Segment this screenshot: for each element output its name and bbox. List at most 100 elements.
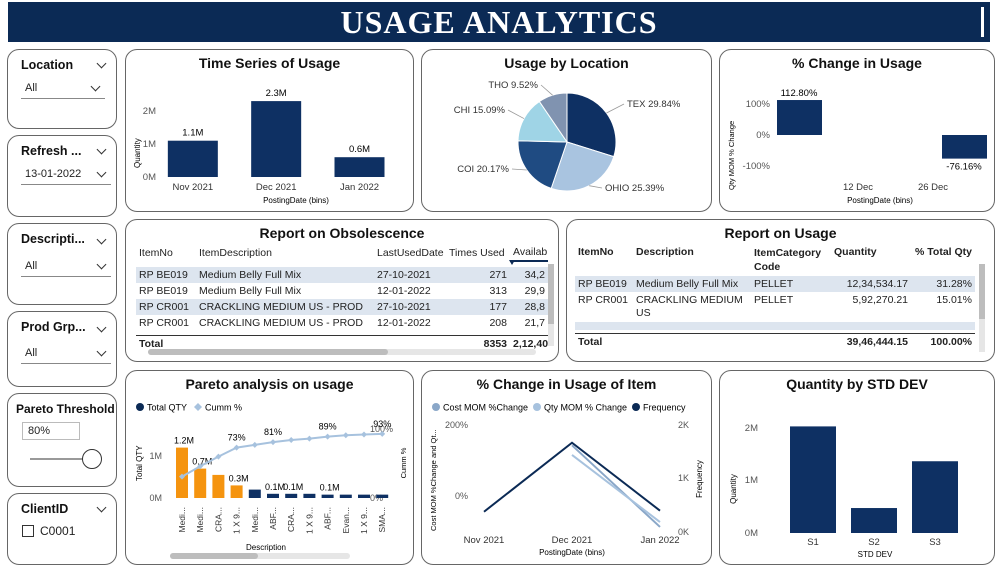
legend-swatch-cumm-pct bbox=[194, 403, 202, 411]
table-row[interactable]: RP CR001 CRACKLING MEDIUM US PELLET 5,92… bbox=[575, 292, 975, 322]
y-tick: -100% bbox=[743, 161, 771, 172]
collapse-chevron-icon[interactable] bbox=[96, 322, 107, 333]
collapse-chevron-icon[interactable] bbox=[96, 502, 107, 513]
cell: 34,2 bbox=[510, 267, 548, 283]
slice-label: THO 9.52% bbox=[488, 80, 538, 91]
slice-label: COI 20.17% bbox=[457, 164, 509, 175]
table-row-partial bbox=[575, 322, 975, 330]
prod-grp-slicer: Prod Grp... All bbox=[7, 311, 117, 387]
x-tick: 1 X 9... bbox=[232, 507, 242, 534]
prod-grp-dropdown[interactable]: All bbox=[21, 345, 111, 364]
cell: 8353 bbox=[446, 334, 510, 352]
cell: 12-01-2022 bbox=[377, 285, 431, 297]
location-pie-chart: TEX 29.84% OHIO 25.39% COI 20.17% CHI 15.09… bbox=[454, 80, 681, 194]
cell: 27-10-2021 bbox=[374, 299, 446, 315]
column-header[interactable]: ItemNo bbox=[578, 246, 614, 258]
legend-swatch-total-qty bbox=[136, 403, 144, 411]
column-header[interactable]: Quantity bbox=[834, 246, 877, 258]
vertical-scrollbar[interactable] bbox=[979, 264, 985, 352]
cell: 27-10-2021 bbox=[374, 267, 446, 283]
table-row[interactable]: RP BE019 Medium Belly Full Mix 27-10-202… bbox=[136, 267, 548, 283]
x-tick: Dec 2021 bbox=[256, 182, 297, 193]
collapse-chevron-icon[interactable] bbox=[96, 144, 107, 155]
cell: 5,92,270.21 bbox=[852, 294, 908, 306]
cumm-point bbox=[197, 463, 204, 470]
legend-frequency[interactable]: Frequency bbox=[643, 403, 686, 413]
x-tick: ABF... bbox=[323, 507, 333, 530]
horizontal-scrollbar[interactable] bbox=[148, 349, 536, 355]
column-header[interactable]: ItemNo bbox=[139, 246, 173, 259]
cell: 31.28% bbox=[911, 276, 975, 292]
x-tick: SMA... bbox=[377, 507, 387, 533]
pareto-slider-track[interactable] bbox=[30, 458, 92, 460]
column-header[interactable]: LastUsedDate bbox=[377, 246, 444, 259]
description-dropdown[interactable]: All bbox=[21, 258, 111, 277]
column-header[interactable]: ItemCategory Code bbox=[754, 247, 822, 273]
x-tick: CRA... bbox=[213, 507, 223, 532]
y-tick: 0M bbox=[149, 493, 162, 503]
x-axis-label: PostingDate (bins) bbox=[539, 548, 605, 557]
table-row[interactable]: RP CR001 CRACKLING MEDIUM US - PROD 27-1… bbox=[136, 299, 548, 315]
usage-report-card: Report on Usage ItemNo Description ItemC… bbox=[566, 219, 995, 362]
cumm-point bbox=[233, 444, 240, 451]
horizontal-scrollbar[interactable] bbox=[170, 553, 350, 559]
location-dropdown[interactable]: All bbox=[21, 80, 105, 99]
usage-report-table: ItemNo Description ItemCategory Code Qua… bbox=[575, 244, 975, 330]
cell: RP BE019 bbox=[136, 267, 196, 283]
legend-qty[interactable]: Qty MOM % Change bbox=[544, 403, 627, 413]
bar bbox=[851, 508, 897, 533]
column-header[interactable]: Description bbox=[636, 246, 694, 258]
prod-grp-slicer-title: Prod Grp... bbox=[21, 320, 86, 334]
description-slicer: Descripti... All bbox=[7, 223, 117, 305]
bar bbox=[358, 494, 370, 498]
sort-desc-icon[interactable] bbox=[509, 260, 515, 265]
bar bbox=[194, 468, 207, 498]
collapse-chevron-icon[interactable] bbox=[96, 234, 107, 245]
x-tick: 12 Dec bbox=[843, 182, 873, 193]
cumm-point bbox=[361, 431, 367, 438]
table-row[interactable]: RP BE019 Medium Belly Full Mix 12-01-202… bbox=[136, 283, 548, 299]
y-tick: 0% bbox=[756, 130, 770, 141]
column-header[interactable]: ItemDescription bbox=[199, 246, 272, 259]
x-tick: Nov 2021 bbox=[172, 182, 213, 193]
bar bbox=[212, 474, 225, 498]
obsolescence-table: ItemNo ItemDescription LastUsedDate Time… bbox=[136, 244, 548, 352]
column-header-sorted[interactable]: Availab bbox=[510, 244, 548, 262]
legend-total-qty[interactable]: Total QTY bbox=[147, 403, 187, 413]
y-tick: 1M bbox=[745, 475, 758, 486]
y-tick: 100% bbox=[746, 99, 771, 110]
pareto-slider-handle[interactable] bbox=[82, 449, 102, 469]
pareto-threshold-input[interactable]: 80% bbox=[22, 422, 80, 440]
cell: PELLET bbox=[751, 276, 831, 292]
y-tick: 0M bbox=[143, 172, 156, 183]
cell: 208 bbox=[489, 317, 507, 329]
data-label: 93% bbox=[373, 419, 391, 429]
data-label: 1.2M bbox=[174, 436, 194, 446]
vertical-scrollbar[interactable] bbox=[548, 264, 554, 346]
table-row[interactable]: RP BE019 Medium Belly Full Mix PELLET 12… bbox=[575, 276, 975, 292]
refresh-dropdown[interactable]: 13-01-2022 bbox=[21, 166, 111, 185]
std-dev-chart: Quantity 0M 1M 2M STD DEV S1 S2 S3 bbox=[729, 423, 958, 559]
y-axis-label: Quantity bbox=[133, 138, 142, 168]
legend-cumm-pct[interactable]: Cumm % bbox=[205, 403, 242, 413]
cell bbox=[374, 334, 446, 352]
bar bbox=[339, 494, 352, 498]
column-header[interactable]: Times Used bbox=[449, 246, 505, 259]
x-tick: Jan 2022 bbox=[340, 182, 379, 193]
cell: 271 bbox=[446, 267, 510, 283]
table-row[interactable]: RP CR001 CRACKLING MEDIUM US - PROD 12-0… bbox=[136, 315, 548, 331]
item-change-title: % Change in Usage of Item bbox=[476, 376, 657, 392]
y-tick: 0M bbox=[745, 528, 758, 539]
slice-label: CHI 15.09% bbox=[454, 105, 506, 116]
cell: RP BE019 bbox=[139, 285, 188, 297]
collapse-chevron-icon[interactable] bbox=[96, 58, 107, 69]
bar bbox=[790, 426, 836, 533]
column-header[interactable]: % Total Qty bbox=[915, 246, 972, 258]
legend-cost[interactable]: Cost MOM %Change bbox=[443, 403, 528, 413]
pareto-threshold-title: Pareto Threshold bbox=[16, 402, 115, 416]
x-tick: Evan... bbox=[341, 507, 351, 533]
client-checkbox[interactable] bbox=[22, 525, 34, 537]
x-tick: Medi... bbox=[195, 507, 205, 533]
cumm-point bbox=[306, 435, 313, 442]
cumm-point bbox=[379, 430, 386, 437]
